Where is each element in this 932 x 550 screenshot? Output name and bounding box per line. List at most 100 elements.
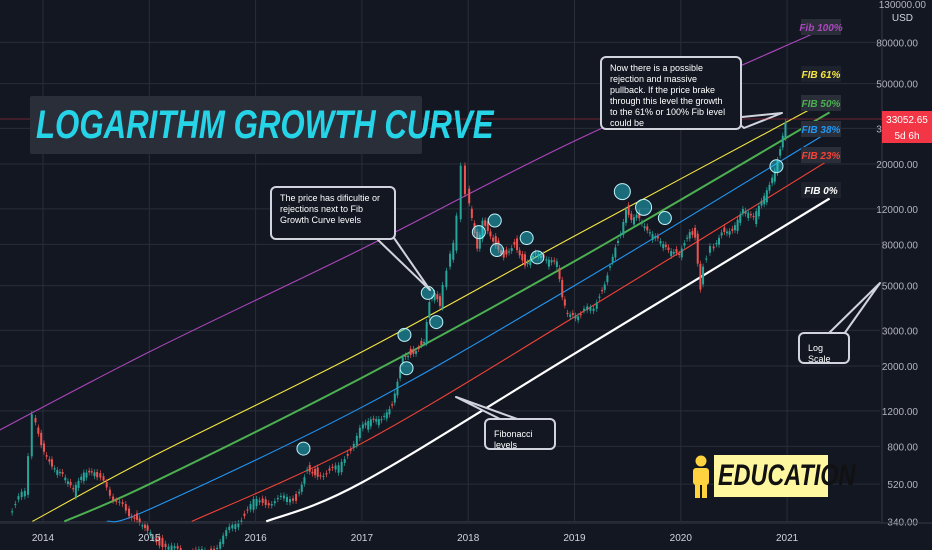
price-candle xyxy=(258,500,261,503)
price-candle xyxy=(170,545,173,550)
price-candle xyxy=(37,427,40,434)
price-candle xyxy=(601,289,604,292)
x-tick-label: 2016 xyxy=(244,533,267,544)
price-candle xyxy=(609,266,612,268)
fib-curve xyxy=(265,197,831,523)
y-tick-label: 80000.00 xyxy=(876,38,918,49)
price-candle xyxy=(468,188,471,204)
rejection-marker xyxy=(769,159,784,174)
price-candle xyxy=(11,511,14,513)
price-candle xyxy=(349,449,352,451)
price-candle xyxy=(216,547,219,550)
price-candle xyxy=(167,546,170,550)
price-candle xyxy=(763,195,766,205)
price-candle xyxy=(222,535,225,544)
price-candle xyxy=(539,255,542,259)
price-candle xyxy=(138,518,141,523)
price-candle xyxy=(755,211,758,225)
price-candle xyxy=(243,513,246,517)
price-candle xyxy=(486,221,489,232)
price-candle xyxy=(452,242,455,260)
price-candle xyxy=(476,231,479,249)
price-candle xyxy=(99,473,102,478)
price-candle xyxy=(529,259,532,266)
price-candle xyxy=(731,228,734,231)
price-candle xyxy=(473,223,476,234)
fib-label: Fib 100% xyxy=(799,23,842,34)
price-candle xyxy=(686,237,689,239)
price-candle xyxy=(361,424,364,429)
price-candle xyxy=(173,546,176,549)
price-candle xyxy=(478,234,481,249)
price-candle xyxy=(757,205,760,217)
price-candle xyxy=(436,294,439,300)
price-candle xyxy=(781,135,784,148)
price-candle xyxy=(656,236,659,239)
price-candle xyxy=(672,251,675,254)
fib-label-bg xyxy=(801,66,841,82)
price-candle xyxy=(712,246,715,249)
price-candle xyxy=(355,435,358,446)
price-candle xyxy=(85,472,88,478)
x-tick-label: 2021 xyxy=(776,533,799,544)
y-tick-label: 2000.00 xyxy=(882,362,919,373)
price-candle xyxy=(261,498,264,503)
price-candle xyxy=(399,369,402,379)
price-candle xyxy=(771,177,774,184)
price-candle xyxy=(88,470,91,473)
y-tick-label: 520.00 xyxy=(887,480,918,491)
price-candle xyxy=(295,494,298,501)
price-candle xyxy=(50,459,53,467)
price-candle xyxy=(108,489,111,496)
price-candle xyxy=(696,233,699,264)
price-candle xyxy=(48,459,51,462)
price-candle xyxy=(264,499,267,505)
price-candle xyxy=(776,159,779,173)
fib-label-bg xyxy=(801,95,841,111)
price-candle xyxy=(367,420,370,430)
price-candle xyxy=(66,481,69,484)
price-candle xyxy=(500,250,503,254)
price-candle xyxy=(558,268,561,280)
x-axis[interactable]: 2014 2015 2016 2017 2018 2019 2020 2021 xyxy=(0,522,932,544)
price-candle xyxy=(648,232,651,234)
price-candle xyxy=(725,231,728,234)
price-candle xyxy=(595,302,598,309)
price-candle xyxy=(155,537,158,543)
price-candle xyxy=(289,499,292,503)
price-candle xyxy=(425,322,428,344)
fib-label: FIB 50% xyxy=(802,99,841,110)
price-candle xyxy=(720,232,723,236)
y-tick-label: 12000.00 xyxy=(876,205,918,216)
price-candle xyxy=(779,149,782,156)
price-candle xyxy=(279,495,282,498)
countdown-badge xyxy=(882,127,932,143)
currency-label: USD xyxy=(892,13,913,24)
price-candle xyxy=(358,427,361,439)
price-candle xyxy=(375,419,378,422)
countdown-label: 5d 6h xyxy=(894,131,919,142)
fib-labels: Fib 100% FIB 61% FIB 50% FIB 38% FIB 23% FIB … xyxy=(799,19,843,198)
price-candle xyxy=(736,219,739,232)
price-candle xyxy=(303,477,306,484)
price-candle xyxy=(158,536,161,546)
price-candle xyxy=(415,351,418,354)
price-candle xyxy=(210,548,213,550)
price-candle xyxy=(492,237,495,242)
fib-label: FIB 61% xyxy=(802,70,841,81)
price-candle xyxy=(508,251,511,253)
price-candle xyxy=(328,468,331,471)
price-candle xyxy=(412,349,415,354)
price-candle xyxy=(23,490,26,497)
price-candle xyxy=(14,503,17,506)
price-candle xyxy=(518,250,521,256)
x-tick-label: 2018 xyxy=(457,533,480,544)
price-candle xyxy=(228,526,231,530)
price-candle xyxy=(322,475,325,478)
price-candle xyxy=(423,342,426,344)
y-axis[interactable]: 340.00520.00800.001200.002000.003000.005… xyxy=(876,0,918,528)
fib-label-bg xyxy=(801,147,841,163)
price-candle xyxy=(420,340,423,346)
price-candle xyxy=(670,251,673,256)
